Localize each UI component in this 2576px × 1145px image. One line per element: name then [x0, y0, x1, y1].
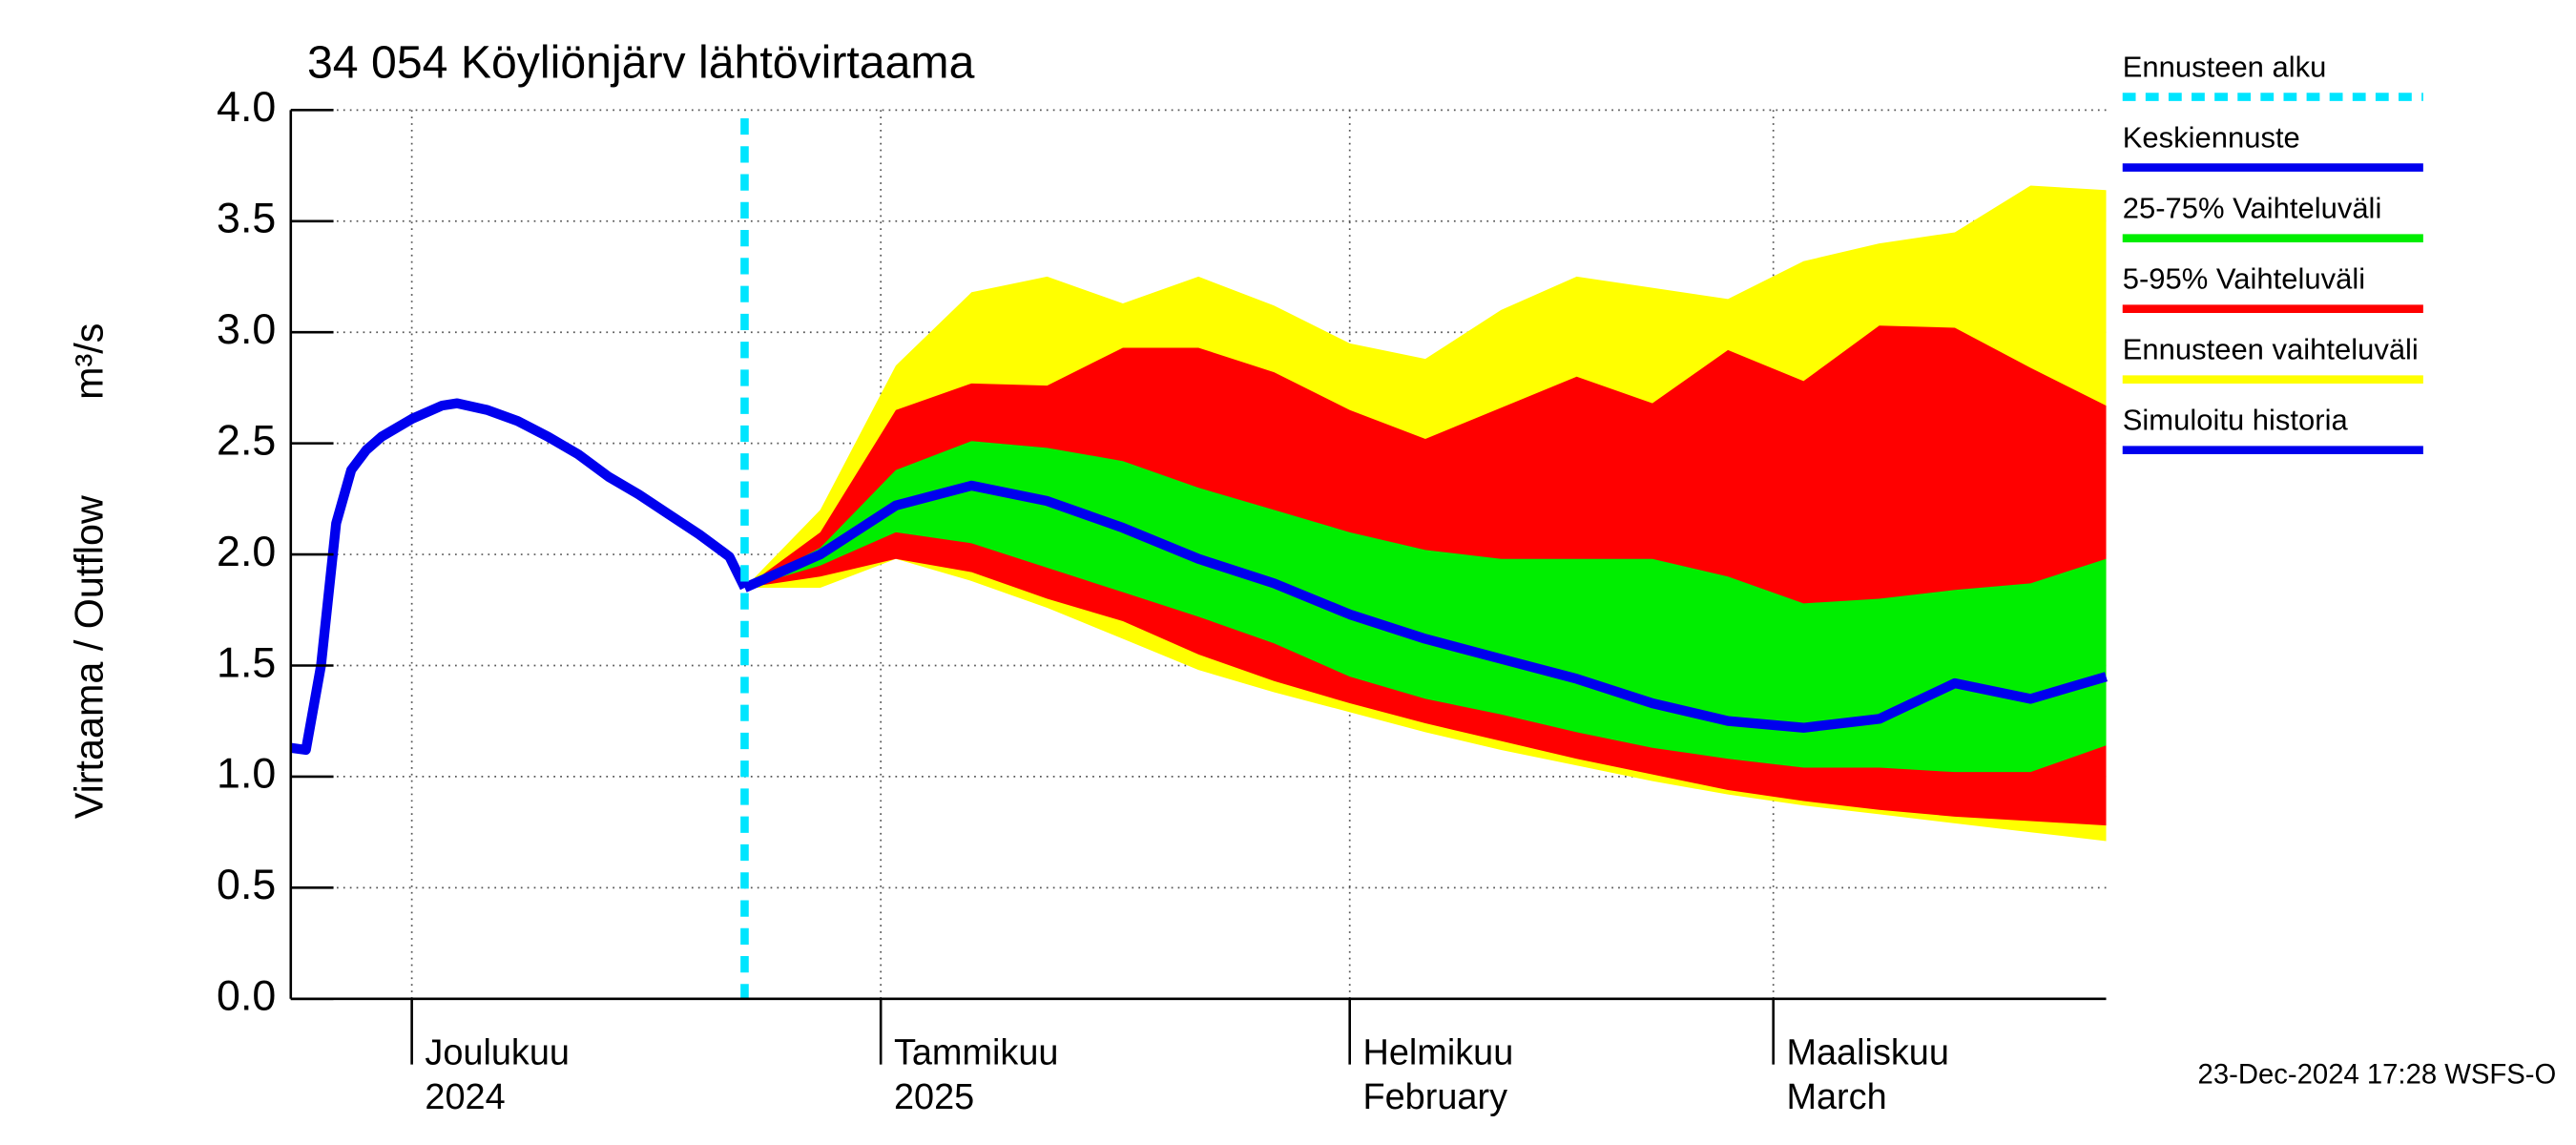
y-axis-label: Virtaama / Outflow: [67, 495, 111, 819]
legend-label: 5-95% Vaihteluväli: [2123, 262, 2365, 296]
x-tick-label: 2024: [425, 1077, 505, 1117]
x-tick-label: Maaliskuu: [1786, 1032, 1948, 1072]
line: [742, 480, 2108, 733]
footer: 23-Dec-2024 17:28 WSFS-O: [2198, 1059, 2557, 1090]
x-tick-label: Tammikuu: [894, 1032, 1059, 1072]
y-tick-label: 4.0: [217, 83, 276, 131]
plot-area: [290, 109, 2108, 1000]
line: [290, 398, 750, 756]
chart-title: 34 054 Köyliönjärv lähtövirtaama: [307, 37, 975, 89]
x-tick-label: Joulukuu: [425, 1032, 570, 1072]
y-axis-unit: m³/s: [67, 323, 111, 400]
legend-label: Ennusteen alku: [2123, 50, 2327, 83]
y-tick-label: 2.0: [217, 528, 276, 575]
y-tick-label: 2.5: [217, 416, 276, 464]
band-area: [744, 441, 2107, 773]
y-tick-label: 0.0: [217, 972, 276, 1020]
y-tick-label: 0.5: [217, 861, 276, 908]
x-tick-label: Helmikuu: [1362, 1032, 1513, 1072]
legend-label: Ennusteen vaihteluväli: [2123, 333, 2419, 366]
legend-label: 25-75% Vaihteluväli: [2123, 192, 2382, 225]
x-tick-label: 2025: [894, 1077, 974, 1117]
y-tick-label: 1.0: [217, 750, 276, 798]
legend-label: Keskiennuste: [2123, 121, 2300, 155]
y-tick-label: 1.5: [217, 638, 276, 686]
x-tick-label: March: [1786, 1077, 1886, 1117]
y-tick-label: 3.5: [217, 195, 276, 242]
y-tick-label: 3.0: [217, 305, 276, 353]
legend-label: Simuloitu historia: [2123, 404, 2349, 437]
x-tick-label: February: [1362, 1077, 1507, 1117]
